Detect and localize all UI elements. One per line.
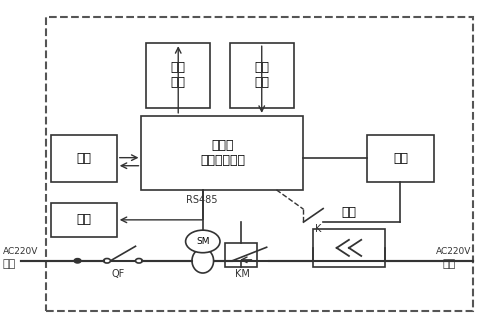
Text: SM: SM — [196, 237, 209, 246]
Bar — [368, 135, 434, 182]
Text: 输入: 输入 — [3, 259, 16, 269]
Bar — [45, 18, 473, 311]
Text: 插座: 插座 — [341, 206, 357, 219]
Text: 充电桩
智能控制模块: 充电桩 智能控制模块 — [200, 139, 245, 167]
Circle shape — [104, 258, 111, 263]
Text: 显示
模块: 显示 模块 — [171, 61, 186, 89]
Bar — [146, 43, 210, 108]
Bar — [141, 116, 303, 190]
Text: RS485: RS485 — [186, 195, 217, 204]
Ellipse shape — [192, 249, 213, 273]
Circle shape — [186, 230, 220, 253]
Text: 输出: 输出 — [443, 259, 456, 269]
Text: KM: KM — [235, 269, 249, 279]
Text: QF: QF — [112, 269, 125, 279]
Circle shape — [74, 258, 81, 263]
Text: 输入
模块: 输入 模块 — [254, 61, 269, 89]
Bar — [313, 228, 384, 267]
Circle shape — [135, 258, 142, 263]
Text: K: K — [315, 224, 321, 234]
Text: AC220V: AC220V — [436, 247, 471, 255]
Bar — [50, 203, 117, 237]
Text: AC220V: AC220V — [3, 247, 38, 255]
Bar — [230, 43, 293, 108]
Text: 打印: 打印 — [76, 213, 91, 226]
Bar — [225, 243, 257, 267]
Bar — [50, 135, 117, 182]
Text: 急停: 急停 — [393, 152, 408, 165]
Text: 刷卡: 刷卡 — [76, 152, 91, 165]
